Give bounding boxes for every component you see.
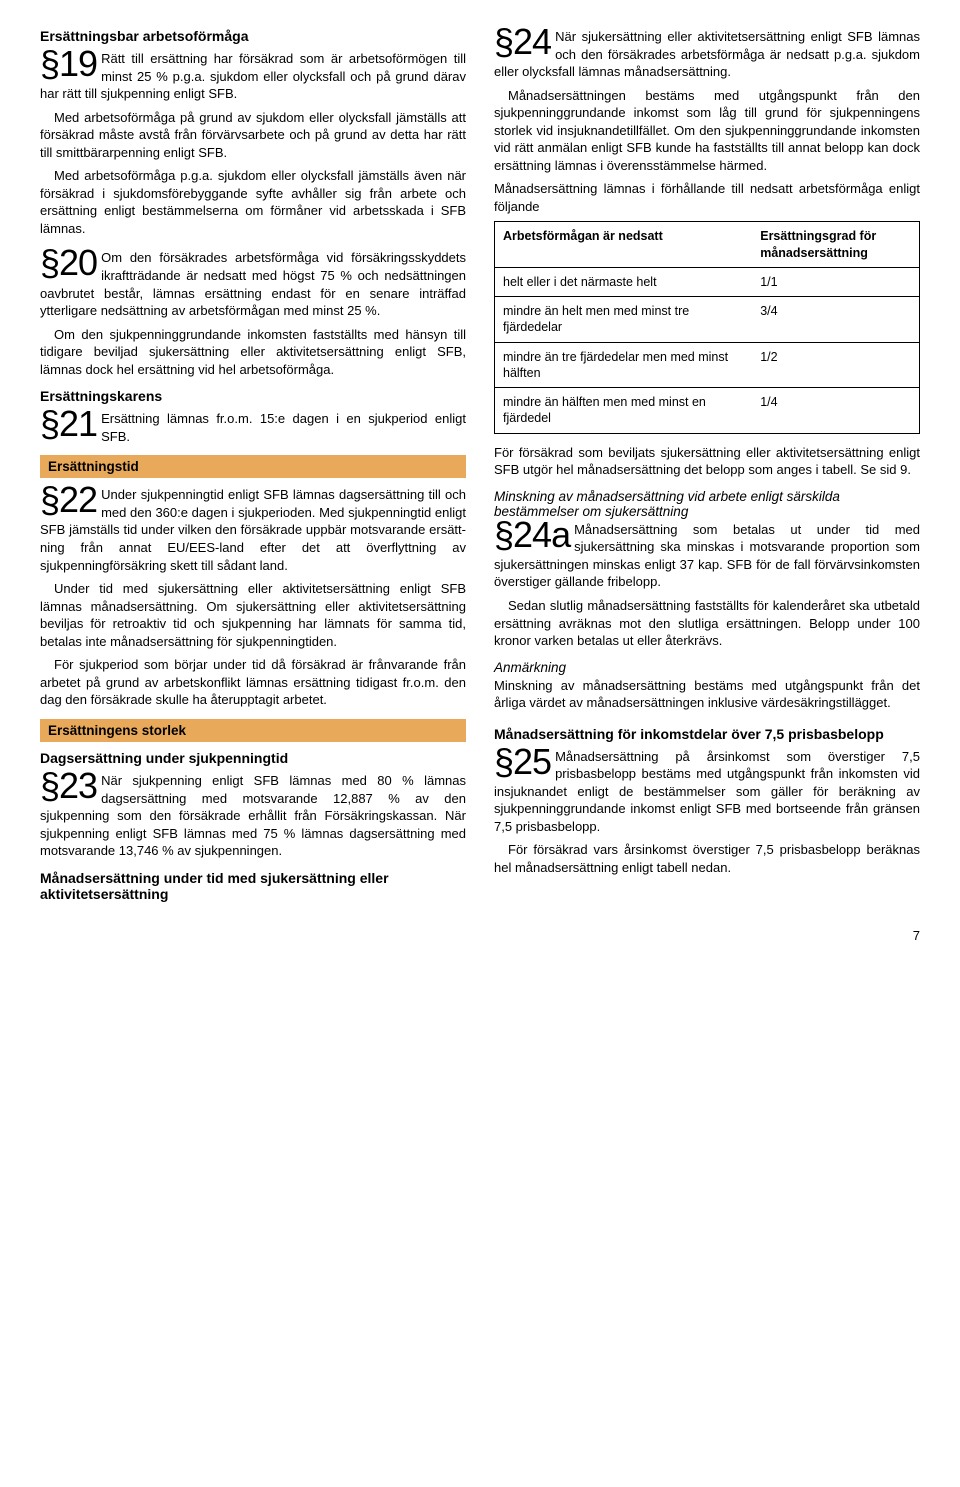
para-25: §25 Månadsersättning på årsinkomst som ö…: [494, 748, 920, 836]
heading-21: Ersättningskarens: [40, 388, 466, 404]
heading-25: Månadsersättning för inkomstdelar över 7…: [494, 726, 920, 742]
para-21-num: §21: [40, 408, 97, 440]
heading-23: Dagsersättning under sjukpenningtid: [40, 750, 466, 766]
para-19-body2: Med arbetsoförmåga på grund av sjukdom e…: [40, 109, 466, 162]
para-22-body3: För sjukperiod som börjar under tid då f…: [40, 656, 466, 709]
table-row: mindre än tre fjärdedelar men med minst …: [495, 342, 919, 388]
table-cell: mindre än tre fjärdedelar men med minst …: [495, 343, 752, 388]
para-24-body2: Månadsersättningen bestäms med utgångspu…: [494, 87, 920, 175]
para-23-text: När sjukpenning enligt SFB lämnas med 80…: [40, 773, 466, 858]
para-20: §20 Om den försäkrades arbetsförmåga vid…: [40, 249, 466, 319]
para-23: §23 När sjukpenning enligt SFB lämnas me…: [40, 772, 466, 860]
page: Ersättningsbar arbetsoförmåga §19 Rätt t…: [0, 0, 960, 928]
para-24-body3: Månadsersättning lämnas i förhållande ti…: [494, 180, 920, 215]
para-19: §19 Rätt till ersättning har försäkrad s…: [40, 50, 466, 103]
heading-24-left: Månadsersättning under tid med sjukersät…: [40, 870, 466, 902]
heading-24a-italic: Minskning av månadsersättning vid arbete…: [494, 489, 920, 519]
table-cell: helt eller i det närmaste helt: [495, 268, 752, 296]
para-22-body2: Under tid med sjukersättning eller aktiv…: [40, 580, 466, 650]
heading-19: Ersättningsbar arbetsoförmåga: [40, 28, 466, 44]
table-cell: 1/1: [752, 268, 919, 296]
table-cell: mindre än helt men med minst tre fjärded…: [495, 297, 752, 342]
para-25-body2: För försäkrad vars årsinkomst överstiger…: [494, 841, 920, 876]
table-header-row: Arbetsförmågan är nedsatt Ersättningsgra…: [495, 222, 919, 267]
para-19-body3: Med arbetsoförmåga p.g.a. sjukdom eller …: [40, 167, 466, 237]
para-24a-num: §24a: [494, 519, 570, 551]
para-20-text: Om den försäkrades arbetsförmåga vid för…: [40, 250, 466, 318]
para-19-text: Rätt till ersättning har försäkrad som ä…: [40, 51, 466, 101]
table-row: helt eller i det närmaste helt 1/1: [495, 267, 919, 296]
band-ersattningstid: Ersättningstid: [40, 455, 466, 478]
table-cell: 3/4: [752, 297, 919, 342]
para-20-body2: Om den sjukpenninggrundande inkomsten fa…: [40, 326, 466, 379]
table-cell: mindre än hälften men med minst en fjärd…: [495, 388, 752, 433]
table-cell: 1/2: [752, 343, 919, 388]
page-number: 7: [0, 928, 960, 963]
table-row: mindre än hälften men med minst en fjärd…: [495, 387, 919, 433]
para-24a-body2: Sedan slutlig månadsersättning fastställ…: [494, 597, 920, 650]
para-21: §21 Ersättning lämnas fr.o.m. 15:e dagen…: [40, 410, 466, 445]
left-column: Ersättningsbar arbetsoförmåga §19 Rätt t…: [40, 28, 466, 908]
para-23-num: §23: [40, 770, 97, 802]
para-19-num: §19: [40, 48, 97, 80]
right-column: §24 När sjukersättning eller aktivitetse…: [494, 28, 920, 908]
table-row: mindre än helt men med minst tre fjärded…: [495, 296, 919, 342]
para-24: §24 När sjukersättning eller aktivitetse…: [494, 28, 920, 81]
para-24a: §24a Månadsersättning som betalas ut und…: [494, 521, 920, 591]
para-22-text: Under sjukpenningtid enligt SFB lämnas d…: [40, 487, 466, 572]
table-header-col1: Arbetsförmågan är nedsatt: [495, 222, 752, 267]
para-22: §22 Under sjukpenningtid enligt SFB lämn…: [40, 486, 466, 574]
band-ersattningens-storlek: Ersättningens storlek: [40, 719, 466, 742]
para-20-num: §20: [40, 247, 97, 279]
para-22-num: §22: [40, 484, 97, 516]
table-cell: 1/4: [752, 388, 919, 433]
para-anmarkning: Minskning av månadsersättning bestäms me…: [494, 677, 920, 712]
para-25-num: §25: [494, 746, 551, 778]
compensation-table: Arbetsförmågan är nedsatt Ersättningsgra…: [494, 221, 920, 433]
table-header-col2: Ersättningsgrad för månadsersättning: [752, 222, 919, 267]
para-24-after-table: För försäkrad som beviljats sjukersättni…: [494, 444, 920, 479]
para-24-num: §24: [494, 26, 551, 58]
para-25-text: Månadsersättning på årsinkomst som över­…: [494, 749, 920, 834]
para-24-text: När sjukersättning eller aktivitetsersät…: [494, 29, 920, 79]
para-21-text: Ersättning lämnas fr.o.m. 15:e dagen i e…: [101, 411, 466, 444]
heading-anmarkning: Anmärkning: [494, 660, 920, 675]
